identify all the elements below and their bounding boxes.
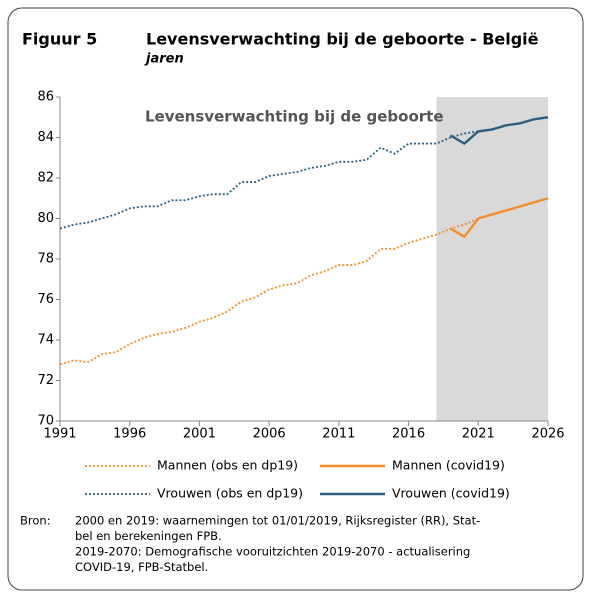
legend-label: Mannen (obs en dp19)	[157, 458, 298, 473]
series-line	[59, 217, 479, 366]
source-line: 2000 en 2019: waarnemingen tot 01/01/201…	[75, 514, 480, 528]
source-line: 2019-2070: Demografische vooruitzichten …	[75, 545, 470, 559]
y-tick-label: 78	[37, 252, 54, 267]
forecast-shade	[436, 97, 548, 421]
chart-subtitle: jaren	[144, 52, 184, 67]
source-line: bel en berekeningen FPB.	[75, 529, 222, 543]
figure-label: Figuur 5	[22, 30, 97, 49]
legend-label: Vrouwen (obs en dp19)	[157, 486, 303, 501]
x-tick-label: 2006	[253, 427, 286, 442]
x-tick-label: 2021	[462, 427, 495, 442]
source-line: COVID-19, FPB-Statbel.	[75, 560, 208, 574]
y-tick-label: 76	[37, 292, 54, 307]
legend-label: Vrouwen (covid19)	[392, 486, 510, 501]
series-line	[449, 116, 549, 146]
series-line	[449, 197, 549, 239]
y-tick-label: 70	[37, 414, 54, 429]
x-tick-label: 1996	[113, 427, 146, 442]
chart-title: Levensverwachting bij de geboorte - Belg…	[146, 30, 539, 49]
x-tick-label: 2011	[322, 427, 355, 442]
y-tick-label: 74	[37, 333, 54, 348]
y-tick-label: 84	[37, 130, 54, 145]
x-tick-label: 1991	[43, 427, 76, 442]
plot-title: Levensverwachting bij de geboorte	[145, 108, 444, 126]
series-line	[59, 130, 479, 230]
y-tick-label: 86	[37, 90, 54, 105]
legend-label: Mannen (covid19)	[392, 458, 505, 473]
y-tick-label: 82	[37, 171, 54, 186]
y-tick-label: 80	[37, 211, 54, 226]
source-label: Bron:	[20, 514, 51, 528]
x-tick-label: 2001	[183, 427, 216, 442]
y-tick-label: 72	[37, 373, 54, 388]
x-tick-label: 2026	[531, 427, 564, 442]
x-tick-label: 2016	[392, 427, 425, 442]
plot-area	[56, 96, 549, 426]
